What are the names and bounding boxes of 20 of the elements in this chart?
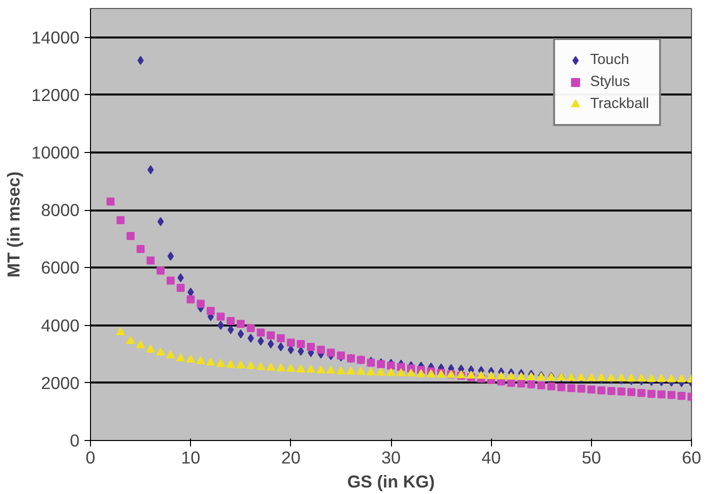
y-axis-title: MT (in msec)	[3, 172, 24, 278]
legend-label: Touch	[590, 52, 630, 68]
y-tick-label: 6000	[40, 258, 80, 278]
x-tick-label: 0	[86, 448, 96, 468]
x-tick-label: 30	[381, 448, 401, 468]
y-tick-label: 10000	[31, 142, 80, 162]
x-tick-label: 60	[682, 448, 702, 468]
y-tick-label: 4000	[40, 315, 80, 336]
y-tick-label: 8000	[40, 200, 80, 220]
x-tick-label: 40	[482, 448, 501, 468]
y-tick-label: 0	[70, 430, 80, 450]
x-tick-label: 20	[281, 448, 300, 468]
legend-label: Trackball	[590, 96, 649, 112]
x-axis-title: GS (in KG)	[347, 472, 435, 492]
legend-label: Stylus	[590, 74, 630, 90]
y-tick-label: 2000	[40, 372, 80, 393]
y-tick-label: 14000	[31, 27, 80, 48]
x-tick-label: 10	[181, 448, 200, 468]
y-tick-label: 12000	[31, 84, 80, 105]
x-tick-label: 50	[582, 448, 601, 468]
